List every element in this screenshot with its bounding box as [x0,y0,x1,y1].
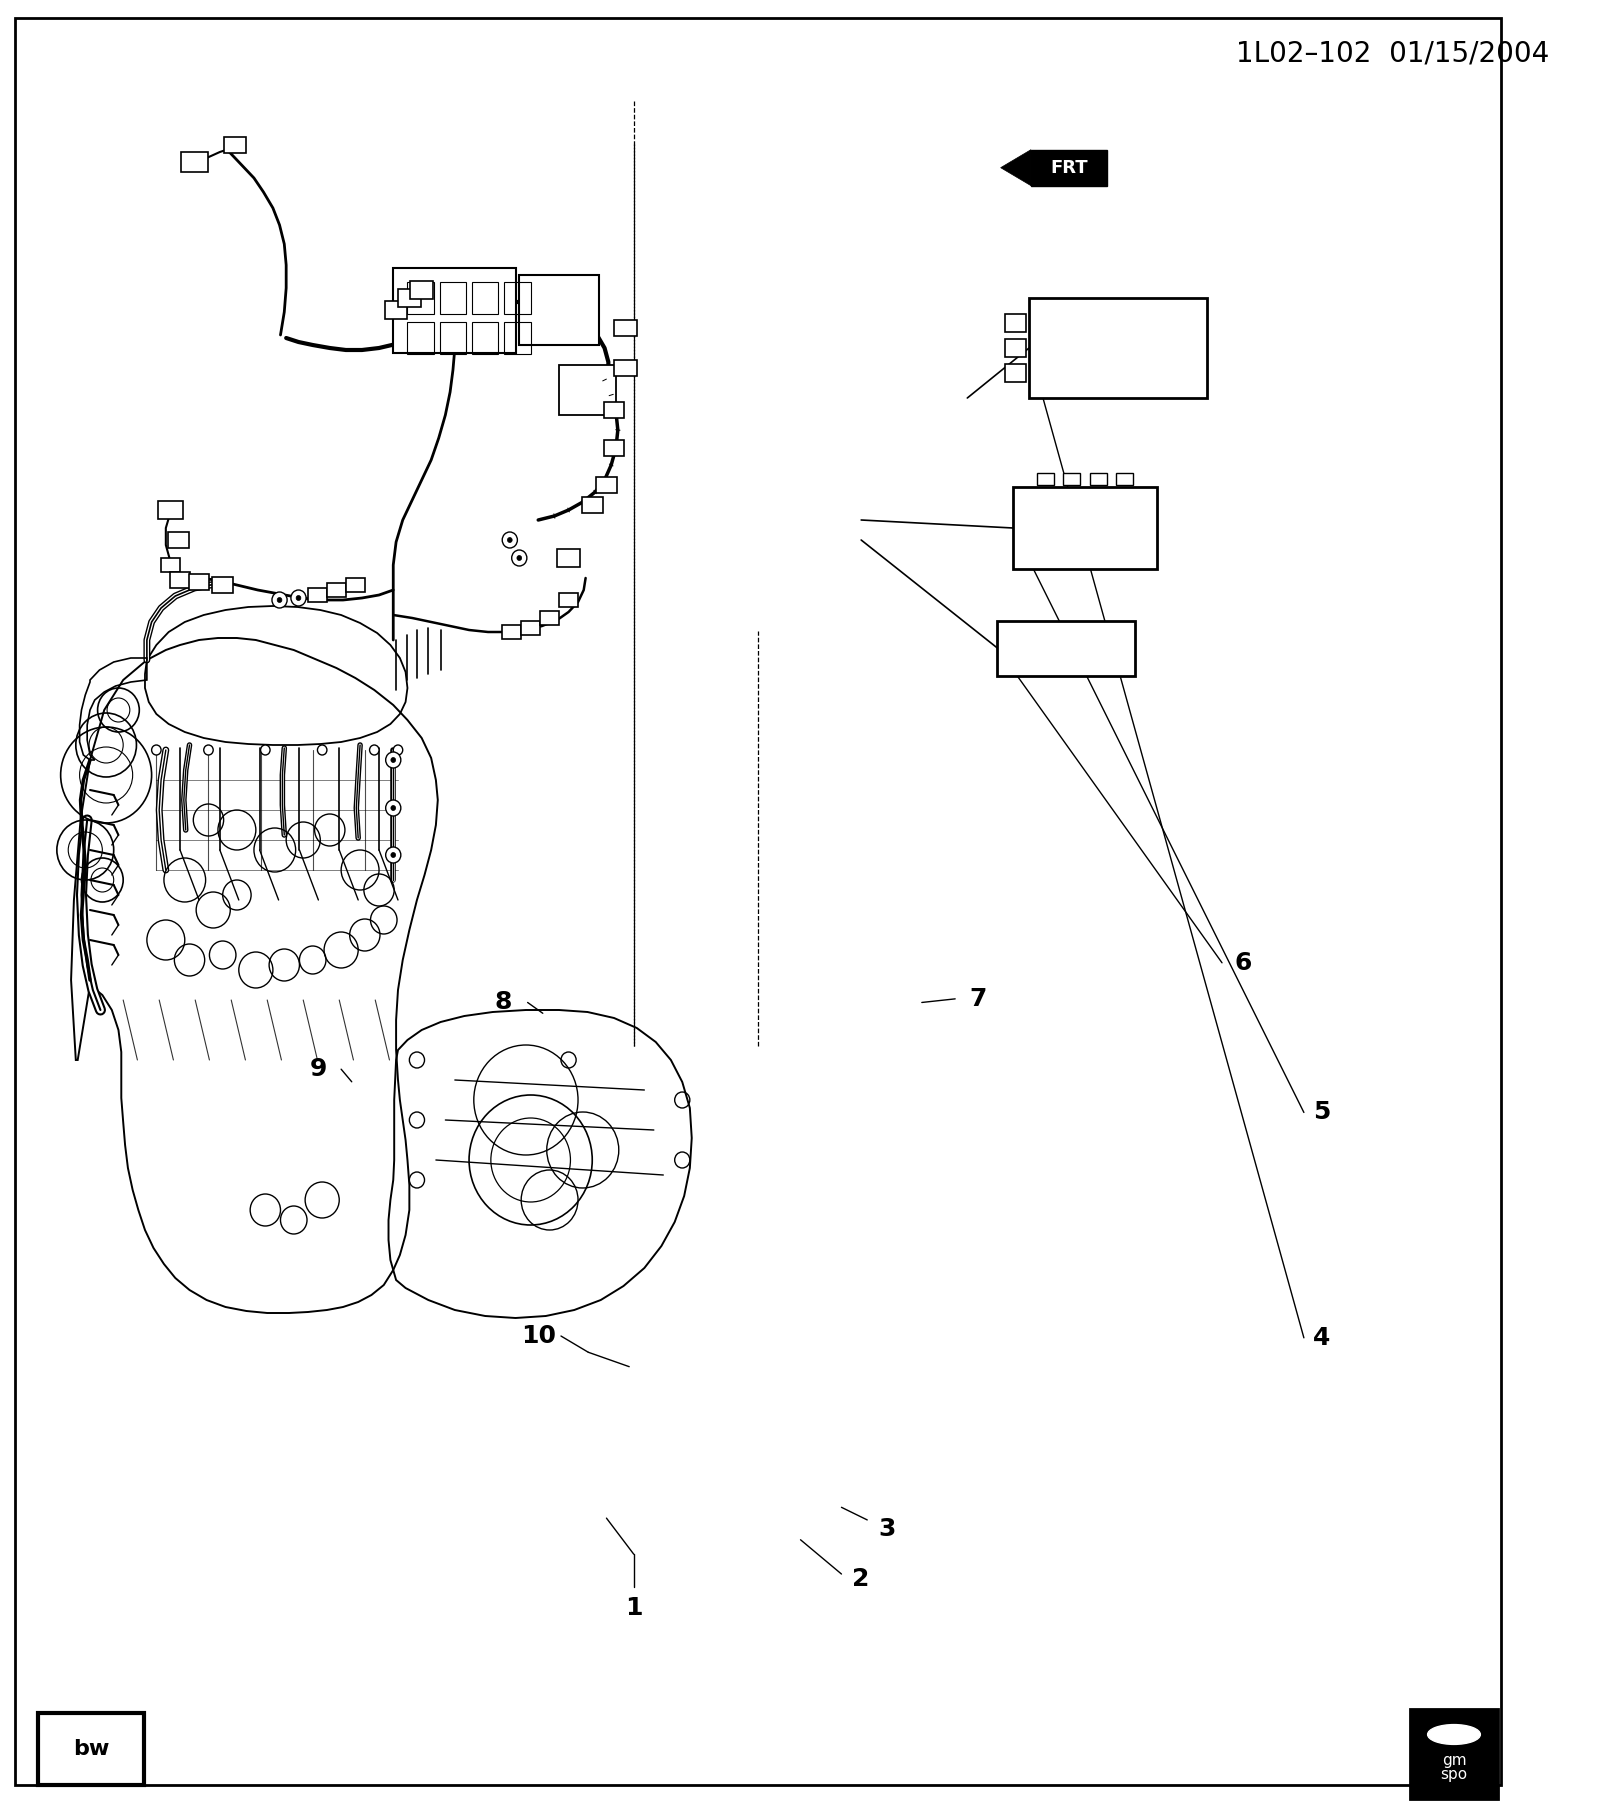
Bar [1030,150,1107,186]
Circle shape [512,550,526,566]
Circle shape [370,745,379,755]
Bar [410,281,434,299]
Text: 7: 7 [970,986,987,1011]
Bar [522,620,541,635]
Bar [158,501,182,519]
Circle shape [502,532,517,548]
Bar [603,440,624,456]
Bar [582,498,603,514]
Text: 6: 6 [1235,950,1251,975]
Bar [346,579,365,591]
Bar [440,281,466,314]
Circle shape [390,757,395,763]
Bar [1013,487,1157,570]
Circle shape [296,595,301,600]
Bar [520,276,598,344]
Text: gm
spo: gm spo [1440,1754,1467,1781]
Bar [502,626,522,638]
Bar [558,364,616,415]
Bar [504,323,531,353]
Text: 4: 4 [1314,1325,1331,1350]
Circle shape [272,591,286,608]
Circle shape [203,745,213,755]
Circle shape [386,847,402,864]
Bar [541,611,558,626]
Bar [1005,314,1026,332]
Circle shape [317,745,326,755]
Bar [603,402,624,418]
Circle shape [291,590,306,606]
Circle shape [390,806,395,811]
Circle shape [261,745,270,755]
Bar [326,582,346,597]
Bar [1005,364,1026,382]
Bar [614,361,637,377]
Circle shape [507,537,512,543]
Bar [398,288,421,307]
Circle shape [152,745,162,755]
Circle shape [390,853,395,858]
Text: 8: 8 [494,990,512,1015]
Text: FRT: FRT [1050,159,1088,177]
Bar [440,323,466,353]
Bar [408,281,434,314]
Bar [394,267,517,353]
Circle shape [386,801,402,817]
Bar [1005,339,1026,357]
Bar [1029,297,1208,398]
Text: 3: 3 [878,1516,896,1542]
Circle shape [517,555,522,561]
Bar [384,301,408,319]
Text: 5: 5 [1314,1100,1331,1125]
Bar [1037,472,1054,485]
Bar [189,573,210,590]
Bar [408,323,434,353]
Bar [168,532,189,548]
Bar [614,319,637,335]
Bar [170,572,190,588]
Bar [557,548,579,566]
Bar [1117,472,1133,485]
Polygon shape [1000,150,1030,186]
Text: 9: 9 [310,1057,326,1082]
Bar [307,588,326,602]
Circle shape [277,597,282,602]
Bar [213,577,234,593]
Bar [558,593,578,608]
Text: 2: 2 [853,1567,870,1592]
Bar [181,151,208,171]
Bar [162,557,181,572]
Bar [504,281,531,314]
Text: 1L02–102  01/15/2004: 1L02–102 01/15/2004 [1235,40,1549,69]
Bar [597,478,618,492]
Text: 10: 10 [520,1323,555,1349]
Text: bw: bw [72,1738,109,1760]
Bar [1064,472,1080,485]
Bar [1090,472,1107,485]
Bar [472,323,499,353]
Text: 1: 1 [626,1596,643,1621]
Bar [1410,1709,1498,1799]
Circle shape [386,752,402,768]
Bar [38,1713,144,1785]
Bar [224,137,246,153]
Ellipse shape [1427,1724,1480,1745]
Bar [472,281,499,314]
Circle shape [394,745,403,755]
Bar [997,620,1134,676]
